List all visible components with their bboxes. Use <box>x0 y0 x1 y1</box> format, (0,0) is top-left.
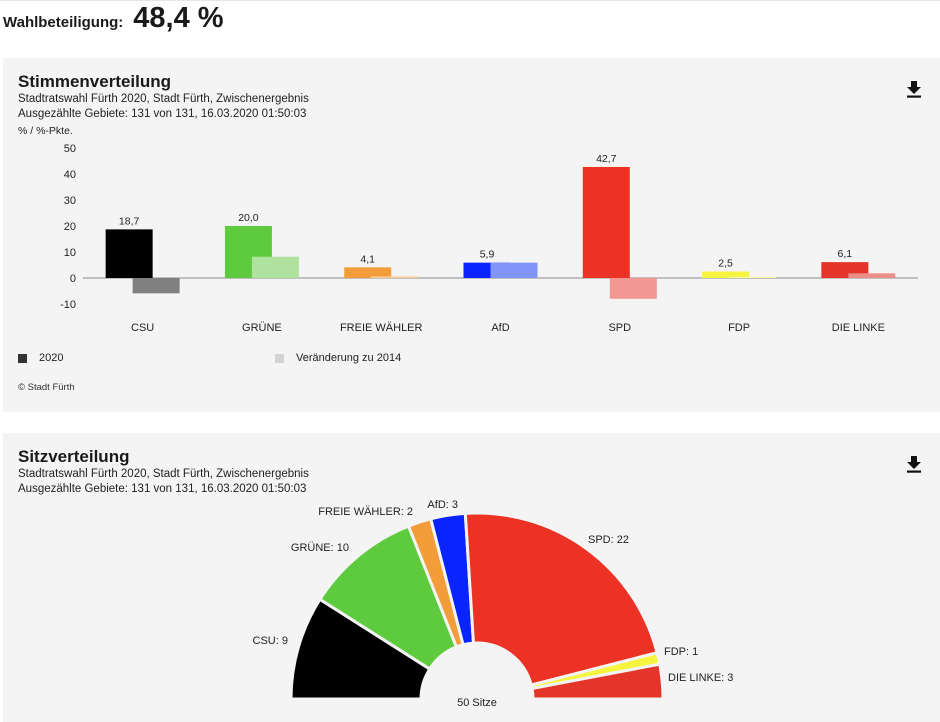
seats-semicircle-chart: CSU: 9 GRÜNE: 10 FREIE WÄHLER: 2 AfD: 3 SPD:… <box>253 499 734 709</box>
bar-change[interactable] <box>251 256 299 278</box>
votes-bar-chart: 50 40 30 20 10 0 -10 18,7 CSU 20,0 GRÜNE 4,1 FREIE W… <box>60 143 918 334</box>
y-tick-label: 50 <box>64 143 76 155</box>
y-tick-label: 40 <box>64 169 76 181</box>
legend-swatch-change <box>275 353 284 363</box>
bar-change[interactable] <box>729 276 777 278</box>
y-tick-label: 10 <box>64 247 76 259</box>
x-category-label: FDP <box>728 322 750 334</box>
seat-label: FDP: 1 <box>664 646 698 658</box>
copyright-note: © Stadt Fürth <box>18 382 75 393</box>
bar-value-label: 2,5 <box>718 258 733 270</box>
seat-label: AfD: 3 <box>427 499 458 511</box>
seats-panel: CSU: 9 GRÜNE: 10 FREIE WÄHLER: 2 AfD: 3 SPD:… <box>3 433 940 722</box>
votes-panel: 50 40 30 20 10 0 -10 18,7 CSU 20,0 GRÜNE 4,1 FREIE W… <box>3 58 940 412</box>
seats-counted-info: Ausgezählte Gebiete: 131 von 131, 16.03.… <box>18 483 307 495</box>
seat-label: FREIE WÄHLER: 2 <box>318 506 413 518</box>
x-category-label: GRÜNE <box>242 322 282 334</box>
y-axis-unit-label: % / %-Pkte. <box>18 125 73 137</box>
seat-label: SPD: 22 <box>588 534 629 546</box>
bar-2020[interactable] <box>702 271 750 279</box>
x-category-label: AfD <box>491 322 509 334</box>
turnout-summary: Wahlbeteiligung: 48,4 % <box>3 2 224 42</box>
seat-segment[interactable] <box>530 662 665 701</box>
y-tick-label: 30 <box>64 195 76 207</box>
votes-subtitle: Stadtratswahl Fürth 2020, Stadt Fürth, Z… <box>18 93 309 105</box>
y-tick-label: -10 <box>60 299 76 311</box>
total-seats-label: 50 Sitze <box>457 697 497 709</box>
votes-title: Stimmenverteilung <box>18 72 172 91</box>
bar-change[interactable] <box>490 262 538 278</box>
seats-title: Sitzverteilung <box>18 447 130 466</box>
y-tick-label: 20 <box>64 221 76 233</box>
bar-value-label: 6,1 <box>838 248 853 260</box>
bar-value-label: 42,7 <box>596 153 617 165</box>
seat-segment[interactable] <box>463 511 659 687</box>
bar-2020[interactable] <box>344 267 392 278</box>
bar-value-label: 5,9 <box>480 249 495 261</box>
bar-change[interactable] <box>848 273 896 278</box>
y-tick-label: 0 <box>70 273 76 285</box>
turnout-label: Wahlbeteiligung: <box>3 14 124 31</box>
download-icon[interactable] <box>906 80 922 98</box>
download-icon[interactable] <box>906 455 922 473</box>
x-category-label: FREIE WÄHLER <box>340 322 423 334</box>
turnout-value: 48,4 % <box>133 2 224 34</box>
bar-value-label: 4,1 <box>360 253 375 265</box>
seats-subtitle: Stadtratswahl Fürth 2020, Stadt Fürth, Z… <box>18 468 309 480</box>
x-category-label: CSU <box>131 322 154 334</box>
x-category-label: DIE LINKE <box>832 322 885 334</box>
bar-value-label: 20,0 <box>238 212 259 224</box>
bar-change[interactable] <box>609 278 657 299</box>
legend-swatch-2020 <box>18 353 27 363</box>
legend-item-2020[interactable]: 2020 <box>18 352 63 364</box>
seat-label: GRÜNE: 10 <box>291 542 349 554</box>
bar-2020[interactable] <box>582 166 630 278</box>
bar-2020[interactable] <box>105 229 153 278</box>
seat-label: DIE LINKE: 3 <box>668 672 733 684</box>
top-divider <box>0 0 940 1</box>
bar-change[interactable] <box>371 276 419 278</box>
legend-label-change: Veränderung zu 2014 <box>296 352 402 364</box>
bar-change[interactable] <box>132 278 180 294</box>
legend-item-change[interactable]: Veränderung zu 2014 <box>275 352 401 364</box>
legend-label-2020: 2020 <box>39 352 64 364</box>
bar-value-label: 18,7 <box>119 215 140 227</box>
votes-counted-info: Ausgezählte Gebiete: 131 von 131, 16.03.… <box>18 108 307 120</box>
seat-label: CSU: 9 <box>253 635 288 647</box>
x-category-label: SPD <box>608 322 631 334</box>
